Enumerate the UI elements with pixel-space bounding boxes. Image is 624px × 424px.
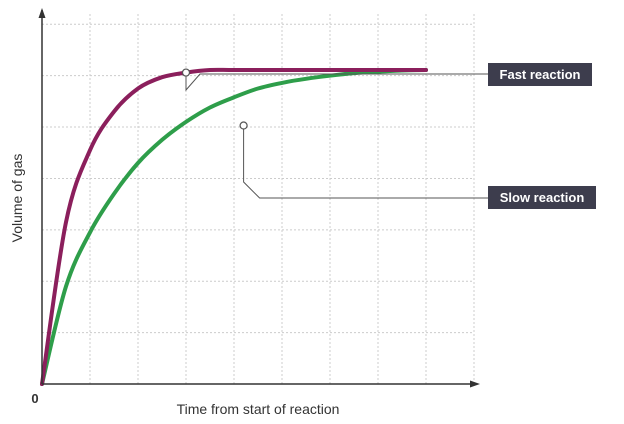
fast-reaction-marker [181, 68, 191, 77]
slow-reaction-label-box [488, 186, 596, 209]
series-lines [40, 67, 428, 386]
slow-reaction-label: Slow reaction [500, 190, 585, 205]
x-axis-arrow [470, 380, 480, 388]
y-axis-arrow [38, 8, 46, 18]
y-axis-label: Volume of gas [9, 154, 25, 243]
slow-reaction-line [40, 68, 428, 386]
fast-reaction-label-box [488, 63, 592, 86]
fast-reaction-leader-line [185, 68, 488, 92]
slow-reaction-marker [239, 121, 248, 130]
fast-reaction-line [40, 67, 428, 386]
fast-reaction-label: Fast reaction [500, 67, 581, 82]
axes [38, 8, 480, 388]
origin-label: 0 [31, 391, 38, 406]
callouts: Fast reaction Slow reaction [181, 63, 596, 209]
x-axis-label: Time from start of reaction [177, 401, 340, 417]
slow-reaction-leader-line [243, 129, 488, 199]
